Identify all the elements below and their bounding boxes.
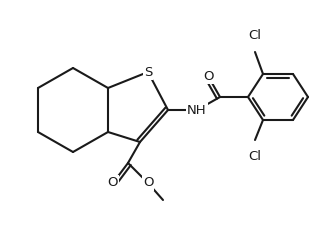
Text: NH: NH [187, 103, 207, 117]
Text: O: O [108, 176, 118, 190]
Text: Cl: Cl [249, 150, 261, 163]
Text: O: O [203, 69, 213, 83]
Text: Cl: Cl [249, 29, 261, 42]
Text: O: O [143, 176, 153, 190]
Text: S: S [144, 66, 152, 78]
